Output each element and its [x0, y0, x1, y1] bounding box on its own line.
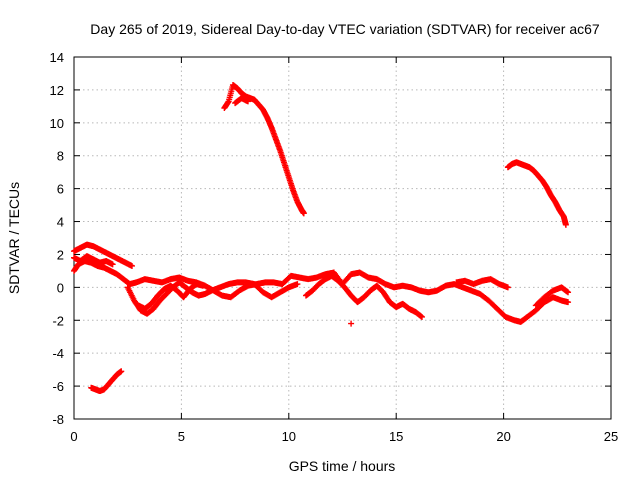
x-tick-label: 0 [70, 429, 77, 444]
y-tick-label: -8 [52, 412, 64, 427]
y-tick-label: -6 [52, 379, 64, 394]
x-tick-label: 10 [282, 429, 296, 444]
y-tick-label: 0 [57, 280, 64, 295]
x-tick-label: 25 [604, 429, 618, 444]
data-point [244, 98, 251, 105]
x-tick-label: 20 [496, 429, 510, 444]
x-axis-label: GPS time / hours [289, 458, 396, 474]
data-point [504, 284, 511, 291]
grid [74, 57, 611, 419]
data-point [565, 299, 572, 306]
data-point [294, 281, 301, 288]
data-point [418, 313, 425, 320]
plot-frame [73, 56, 612, 420]
y-tick-label: 14 [50, 50, 64, 65]
y-tick-label: 12 [50, 83, 64, 98]
data-point [562, 221, 569, 228]
y-tick-label: 10 [50, 116, 64, 131]
y-tick-label: 8 [57, 149, 64, 164]
y-tick-label: -4 [52, 346, 64, 361]
x-tick-label: 15 [389, 429, 403, 444]
x-tick-label: 5 [178, 429, 185, 444]
y-tick-label: 2 [57, 247, 64, 262]
y-axis-label: SDTVAR / TECUs [6, 182, 22, 294]
data-point [118, 368, 125, 375]
data-point [300, 210, 307, 217]
data-point [348, 320, 355, 327]
data-point [128, 262, 135, 269]
data-point [565, 289, 572, 296]
y-tick-label: 6 [57, 182, 64, 197]
chart-title: Day 265 of 2019, Sidereal Day-to-day VTE… [90, 21, 600, 37]
axis-ticks: 0 5 10 15 20 25 -8 -6 -4 -2 0 2 4 6 8 10 12 14 [50, 50, 619, 444]
y-tick-label: -2 [52, 313, 64, 328]
data-point [199, 282, 206, 289]
data-point [109, 261, 116, 268]
data-points [71, 81, 572, 395]
y-tick-label: 4 [57, 215, 64, 230]
